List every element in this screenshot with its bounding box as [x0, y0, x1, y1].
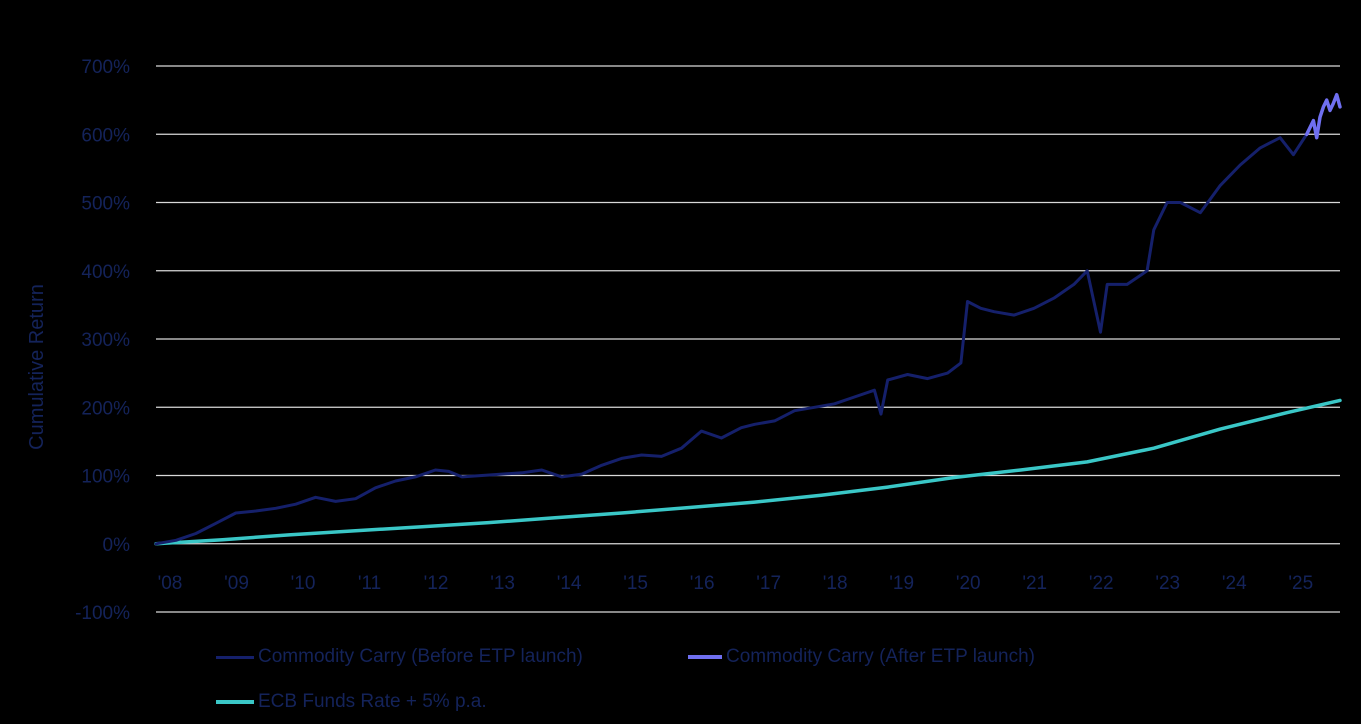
x-tick-label: '10: [291, 573, 316, 594]
y-axis-tick-labels: -100% 0% 100% 200% 300% 400% 500% 600% 700%: [75, 57, 130, 624]
y-axis-title: Cumulative Return: [26, 284, 48, 450]
x-tick-label: '25: [1288, 573, 1313, 594]
x-tick-label: '18: [823, 573, 848, 594]
y-tick-label: 500%: [81, 194, 130, 215]
legend-item-after-launch: Commodity Carry (After ETP launch): [688, 646, 1035, 668]
y-tick-label: 0%: [103, 535, 131, 556]
x-tick-label: '17: [756, 573, 781, 594]
legend-item-before-launch: Commodity Carry (Before ETP launch): [216, 646, 583, 668]
x-tick-label: '08: [158, 573, 183, 594]
series-line-after-launch: [1304, 92, 1342, 140]
y-tick-label: 600%: [81, 125, 130, 146]
x-tick-label: '23: [1155, 573, 1180, 594]
series-lines: [154, 92, 1342, 546]
y-tick-label: 700%: [81, 57, 130, 78]
x-tick-label: '14: [557, 573, 582, 594]
x-tick-label: '20: [956, 573, 981, 594]
legend-label-benchmark: ECB Funds Rate + 5% p.a.: [258, 691, 487, 712]
legend-label-before-launch: Commodity Carry (Before ETP launch): [258, 646, 583, 667]
legend-swatch-after-launch: [688, 655, 722, 659]
plot-background: [10, 10, 1361, 724]
x-tick-label: '13: [490, 573, 515, 594]
y-tick-label: 100%: [81, 467, 130, 488]
x-tick-label: '12: [424, 573, 449, 594]
y-tick-label: 400%: [81, 262, 130, 283]
x-tick-label: '11: [358, 573, 381, 594]
gridlines: [156, 65, 1340, 613]
x-tick-label: '15: [623, 573, 648, 594]
series-line-before-launch: [154, 132, 1309, 546]
y-tick-label: 300%: [81, 330, 130, 351]
legend-item-benchmark: ECB Funds Rate + 5% p.a.: [216, 691, 487, 713]
x-tick-label: '21: [1022, 573, 1047, 594]
x-tick-label: '19: [889, 573, 914, 594]
series-line-benchmark: [154, 398, 1342, 546]
x-tick-label: '16: [690, 573, 715, 594]
legend-swatch-before-launch: [216, 655, 254, 659]
y-tick-label: -100%: [75, 603, 130, 624]
x-tick-label: '09: [224, 573, 249, 594]
legend-swatch-benchmark: [216, 700, 254, 704]
x-tick-label: '24: [1222, 573, 1247, 594]
y-tick-label: 200%: [81, 398, 130, 419]
x-tick-label: '22: [1089, 573, 1114, 594]
x-axis-tick-labels: '08 '09 '10 '11 '12 '13 '14 '15 '16 '17 '18 '19 '20 '…: [158, 573, 1314, 594]
legend-label-after-launch: Commodity Carry (After ETP launch): [726, 646, 1036, 667]
